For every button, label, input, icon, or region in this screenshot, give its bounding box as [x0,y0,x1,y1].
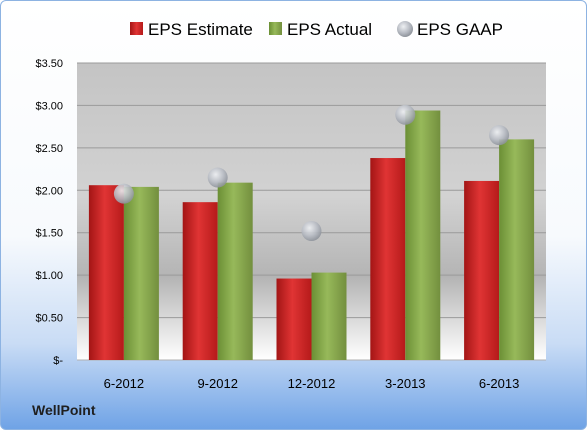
eps-estimate-bar [88,185,124,360]
eps-estimate-bar [276,278,312,360]
eps-gaap-marker [113,183,134,204]
legend-label: EPS Estimate [148,20,253,39]
legend-label: EPS Actual [287,20,372,39]
eps-gaap-marker [489,125,510,146]
y-tick-label: $- [53,355,63,367]
eps-actual-bar [499,139,535,360]
eps-actual-bar [405,110,441,361]
legend-label: EPS GAAP [417,20,503,39]
x-tick-label: 6-2012 [104,376,144,391]
y-axis-ticks: $- $0.50 $1.00 $1.50 $2.00 $2.50 $3.00 $3.50 [35,58,63,367]
eps-actual-bar [123,186,159,360]
eps-actual-bar [217,182,253,360]
x-tick-label: 6-2013 [479,376,519,391]
y-tick-label: $2.50 [35,143,63,155]
eps-gaap-marker [301,221,322,242]
eps-gaap-marker [395,104,416,125]
eps-estimate-bar [464,180,500,360]
y-tick-label: $3.50 [35,58,63,70]
bars [88,110,535,361]
eps-gaap-marker [207,167,228,188]
x-axis-ticks: 6-2012 9-2012 12-2012 3-2013 6-2013 [104,376,520,391]
y-tick-label: $0.50 [35,313,63,325]
company-name: WellPoint [32,402,96,418]
y-tick-label: $1.00 [35,270,63,282]
eps-actual-bar [311,272,347,360]
legend: EPS Estimate EPS Actual EPS GAAP [130,20,503,39]
x-tick-label: 9-2012 [197,376,237,391]
x-tick-label: 3-2013 [385,376,425,391]
legend-swatch [397,21,413,37]
legend-swatch [269,22,282,35]
y-tick-label: $2.00 [35,185,63,197]
eps-estimate-bar [182,202,218,360]
legend-swatch [130,22,143,35]
gaap-markers [113,104,510,242]
x-tick-label: 12-2012 [288,376,336,391]
y-tick-label: $1.50 [35,228,63,240]
eps-estimate-bar [370,158,406,360]
y-tick-label: $3.00 [35,100,63,112]
